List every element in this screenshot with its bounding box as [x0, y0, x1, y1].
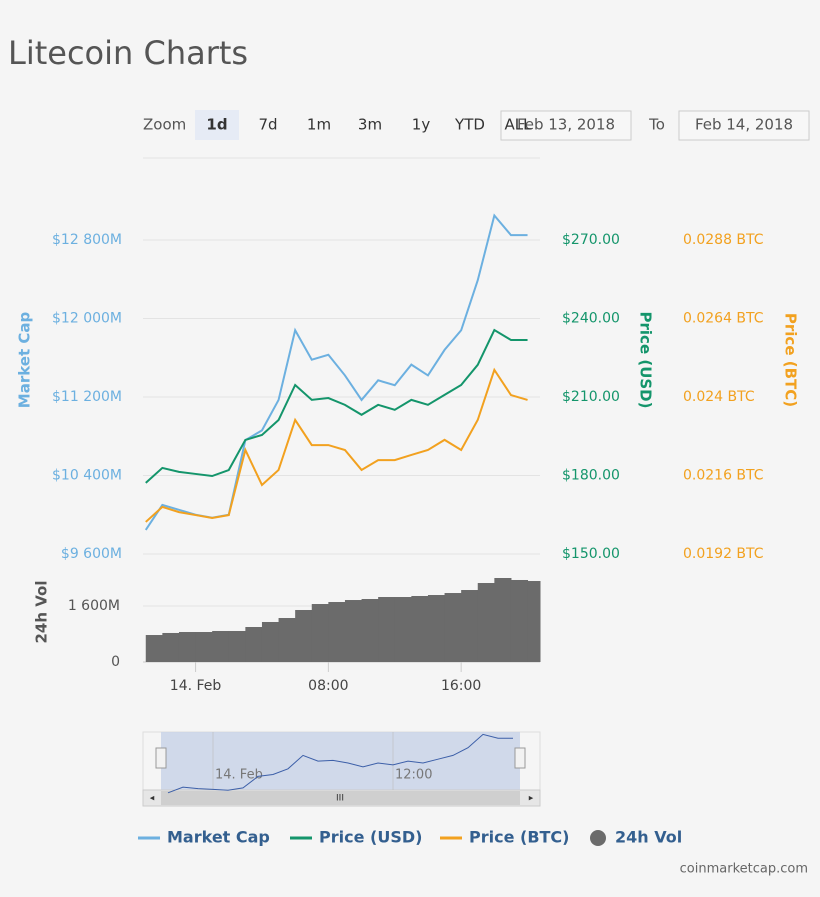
y-tick-label: $11 200M [52, 389, 122, 405]
zoom-button[interactable]: 1d [206, 116, 227, 134]
y-tick-label: $270.00 [562, 232, 620, 248]
volume-bar [328, 602, 346, 662]
axis-title: Market Cap [16, 312, 34, 409]
y-tick-label: $150.00 [562, 546, 620, 562]
credit[interactable]: coinmarketcap.com [680, 862, 808, 877]
volume-bar [394, 597, 412, 662]
volume-bar [295, 609, 313, 662]
volume-bar [444, 593, 462, 662]
y-tick-label: 0.0264 BTC [683, 311, 764, 327]
zoom-button[interactable]: 7d [258, 116, 277, 134]
volume-bar [494, 578, 512, 662]
zoom-button[interactable]: 1m [307, 116, 331, 134]
axis-title: 24h Vol [33, 580, 51, 643]
navigator-tick-label: 14. Feb [215, 768, 263, 783]
y-tick-label: $240.00 [562, 311, 620, 327]
y-tick-label: 0.0216 BTC [683, 468, 764, 484]
x-tick-label: 08:00 [308, 678, 348, 694]
legend-label[interactable]: Price (USD) [319, 828, 422, 847]
zoom-button[interactable]: 1y [412, 116, 431, 134]
zoom-button[interactable]: YTD [454, 116, 485, 134]
x-tick-label: 14. Feb [170, 678, 222, 694]
zoom-button-bg[interactable] [195, 110, 239, 140]
volume-bar [477, 583, 495, 662]
series-line [145, 328, 528, 484]
volume-bar [195, 632, 213, 662]
scroll-left[interactable]: ◂ [150, 794, 155, 804]
volume-bar [411, 595, 429, 662]
y-tick-label: 0.0192 BTC [683, 546, 764, 562]
volume-bar [461, 590, 479, 662]
zoom-button[interactable]: 3m [358, 116, 382, 134]
y-tick-label: $180.00 [562, 468, 620, 484]
volume-bar [228, 630, 246, 662]
volume-bar [378, 597, 396, 662]
vol-tick-label: 1 600M [68, 598, 120, 614]
navigator-tick-label: 12:00 [395, 768, 432, 783]
volume-bar [311, 604, 329, 662]
volume-bar [510, 579, 529, 662]
legend-label[interactable]: Price (BTC) [469, 828, 569, 847]
volume-bar [278, 618, 296, 662]
to-date[interactable]: Feb 14, 2018 [695, 116, 793, 134]
volume-bar [212, 630, 230, 662]
from-date[interactable]: Feb 13, 2018 [517, 116, 615, 134]
volume-bar [361, 599, 379, 662]
y-tick-label: $10 400M [52, 468, 122, 484]
to-input[interactable] [678, 110, 810, 141]
y-tick-label: 0.024 BTC [683, 389, 755, 405]
y-tick-label: $12 800M [52, 232, 122, 248]
legend-label[interactable]: Market Cap [167, 828, 270, 847]
to-label: To [648, 116, 665, 134]
zoom-label: Zoom [143, 116, 186, 134]
page-title: Litecoin Charts [8, 34, 248, 72]
volume-bar [261, 621, 280, 662]
volume-bar [245, 627, 263, 662]
legend-label[interactable]: 24h Vol [615, 828, 682, 847]
legend-swatch[interactable] [590, 830, 606, 846]
axis-title: Price (BTC) [782, 313, 800, 407]
scrollbar-thumb[interactable] [161, 791, 520, 805]
x-tick-label: 16:00 [441, 678, 481, 694]
zoom-button[interactable]: ALL [505, 116, 533, 134]
volume-bar [178, 632, 197, 662]
navigator-handle[interactable] [514, 747, 526, 769]
navigator-line [167, 733, 513, 794]
y-tick-label: $210.00 [562, 389, 620, 405]
navigator-selection[interactable] [161, 732, 520, 790]
volume-bar [344, 600, 363, 662]
navigator-handle[interactable] [155, 747, 167, 769]
y-tick-label: $12 000M [52, 311, 122, 327]
y-tick-label: 0.0288 BTC [683, 232, 764, 248]
volume-bar [162, 632, 180, 662]
from-input[interactable] [500, 110, 632, 141]
volume-bar [427, 595, 446, 662]
axis-title: Price (USD) [637, 312, 655, 409]
volume-bar [145, 635, 163, 662]
vol-tick-label: 0 [111, 654, 120, 670]
volume-bar [527, 581, 541, 662]
series-line [145, 367, 528, 523]
scroll-grip[interactable]: III [336, 794, 344, 804]
scroll-right[interactable]: ▸ [529, 794, 534, 804]
y-tick-label: $9 600M [61, 546, 122, 562]
